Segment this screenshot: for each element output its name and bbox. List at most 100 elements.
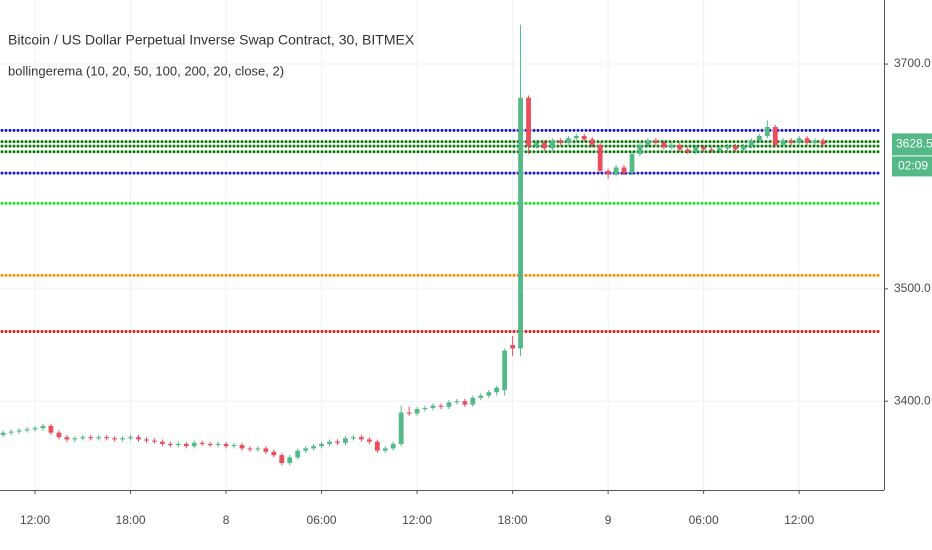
candle-body: [287, 457, 293, 464]
candle-body: [478, 395, 484, 398]
candle-body: [542, 142, 547, 149]
candle-body: [247, 448, 253, 450]
candle-body: [319, 443, 324, 447]
candle-body: [701, 147, 707, 150]
candle-body: [597, 144, 603, 171]
indicator-label: bollingerema (10, 20, 50, 100, 200, 20, …: [8, 63, 284, 78]
candle-body: [48, 425, 54, 433]
x-tick-label: 9: [605, 513, 612, 527]
candle-body: [263, 448, 269, 452]
candle-body: [327, 441, 332, 444]
last-price-box: [892, 133, 932, 156]
candle-body: [557, 140, 563, 143]
candle-body: [335, 441, 340, 443]
candle-body: [486, 392, 492, 396]
candle-body: [502, 350, 508, 390]
candle-body: [573, 135, 579, 139]
chart-title: Bitcoin / US Dollar Perpetual Inverse Sw…: [8, 32, 415, 48]
x-tick-label: 06:00: [307, 513, 337, 527]
candle-body: [637, 144, 643, 154]
candle-body: [470, 397, 476, 405]
candle-body: [0, 432, 6, 435]
candle-body: [255, 448, 261, 450]
candle-body: [390, 443, 396, 449]
candle-body: [183, 443, 189, 447]
candle-body: [518, 97, 523, 349]
candle-body: [24, 429, 30, 431]
candle-body: [167, 443, 173, 446]
candle-body: [8, 431, 14, 433]
candle-body: [207, 443, 213, 446]
candle-body: [772, 126, 778, 145]
candle-body: [128, 437, 133, 439]
candle-body: [64, 437, 70, 440]
candle-body: [56, 432, 62, 438]
candle-body: [144, 439, 149, 441]
candle-body: [685, 149, 691, 152]
candle-body: [661, 142, 667, 148]
candle-body: [422, 407, 428, 410]
candle-body: [406, 412, 412, 414]
candle-body: [295, 450, 301, 458]
candle-body: [398, 412, 404, 444]
candles: [0, 24, 826, 466]
candle-body: [231, 445, 237, 447]
levels: [0, 128, 884, 334]
grid: [0, 0, 884, 490]
candle-body: [796, 138, 802, 143]
candle-body: [358, 437, 364, 440]
candle-body: [454, 401, 460, 403]
candle-body: [271, 451, 277, 456]
last-price-label: 3628.5: [896, 137, 932, 151]
axes: 3400.0 3500.0 3700.0 12:00 18:00 8 06:00 12:00 1…: [20, 56, 932, 527]
candle-body: [104, 437, 110, 439]
candle-body: [749, 140, 754, 147]
candle-body: [693, 147, 699, 152]
candle-body: [430, 405, 436, 408]
candle-body: [756, 135, 762, 141]
candle-body: [589, 139, 595, 145]
candle-body: [629, 153, 635, 174]
candle-body: [438, 405, 444, 407]
candle-body: [565, 138, 571, 143]
y-tick-label: 3500.0: [894, 281, 931, 295]
x-tick-label: 12:00: [20, 513, 50, 527]
candle-body: [788, 140, 794, 143]
candle-body: [239, 445, 245, 449]
candle-body: [645, 140, 651, 145]
candle-body: [669, 144, 675, 148]
candle-body: [462, 401, 468, 405]
candle-body: [733, 146, 738, 150]
countdown-box: [892, 156, 932, 177]
x-tick-label: 18:00: [498, 513, 528, 527]
candle-body: [510, 345, 515, 349]
y-tick-label: 3700.0: [894, 56, 931, 70]
candle-body: [374, 441, 380, 451]
candle-body: [605, 170, 611, 175]
candle-body: [72, 438, 78, 440]
candle-body: [653, 140, 659, 143]
candle-body: [96, 437, 102, 439]
candle-body: [88, 437, 94, 439]
candle-body: [526, 97, 531, 147]
candle-body: [741, 146, 746, 150]
x-tick-label: 8: [223, 513, 230, 527]
candle-body: [414, 409, 420, 414]
countdown-label: 02:09: [898, 159, 928, 173]
candle-body: [550, 140, 555, 149]
candle-body: [820, 140, 826, 145]
candle-body: [215, 443, 221, 446]
candle-body: [120, 438, 125, 440]
candle-body: [621, 167, 627, 174]
candle-body: [804, 138, 810, 143]
candle-body: [764, 126, 770, 136]
candle-body: [159, 441, 165, 444]
candle-body: [494, 387, 500, 393]
candle-body: [366, 439, 372, 442]
candle-body: [32, 428, 38, 430]
candle-body: [446, 402, 452, 407]
x-tick-label: 18:00: [116, 513, 146, 527]
candle-body: [80, 437, 86, 439]
candle-body: [175, 443, 181, 446]
